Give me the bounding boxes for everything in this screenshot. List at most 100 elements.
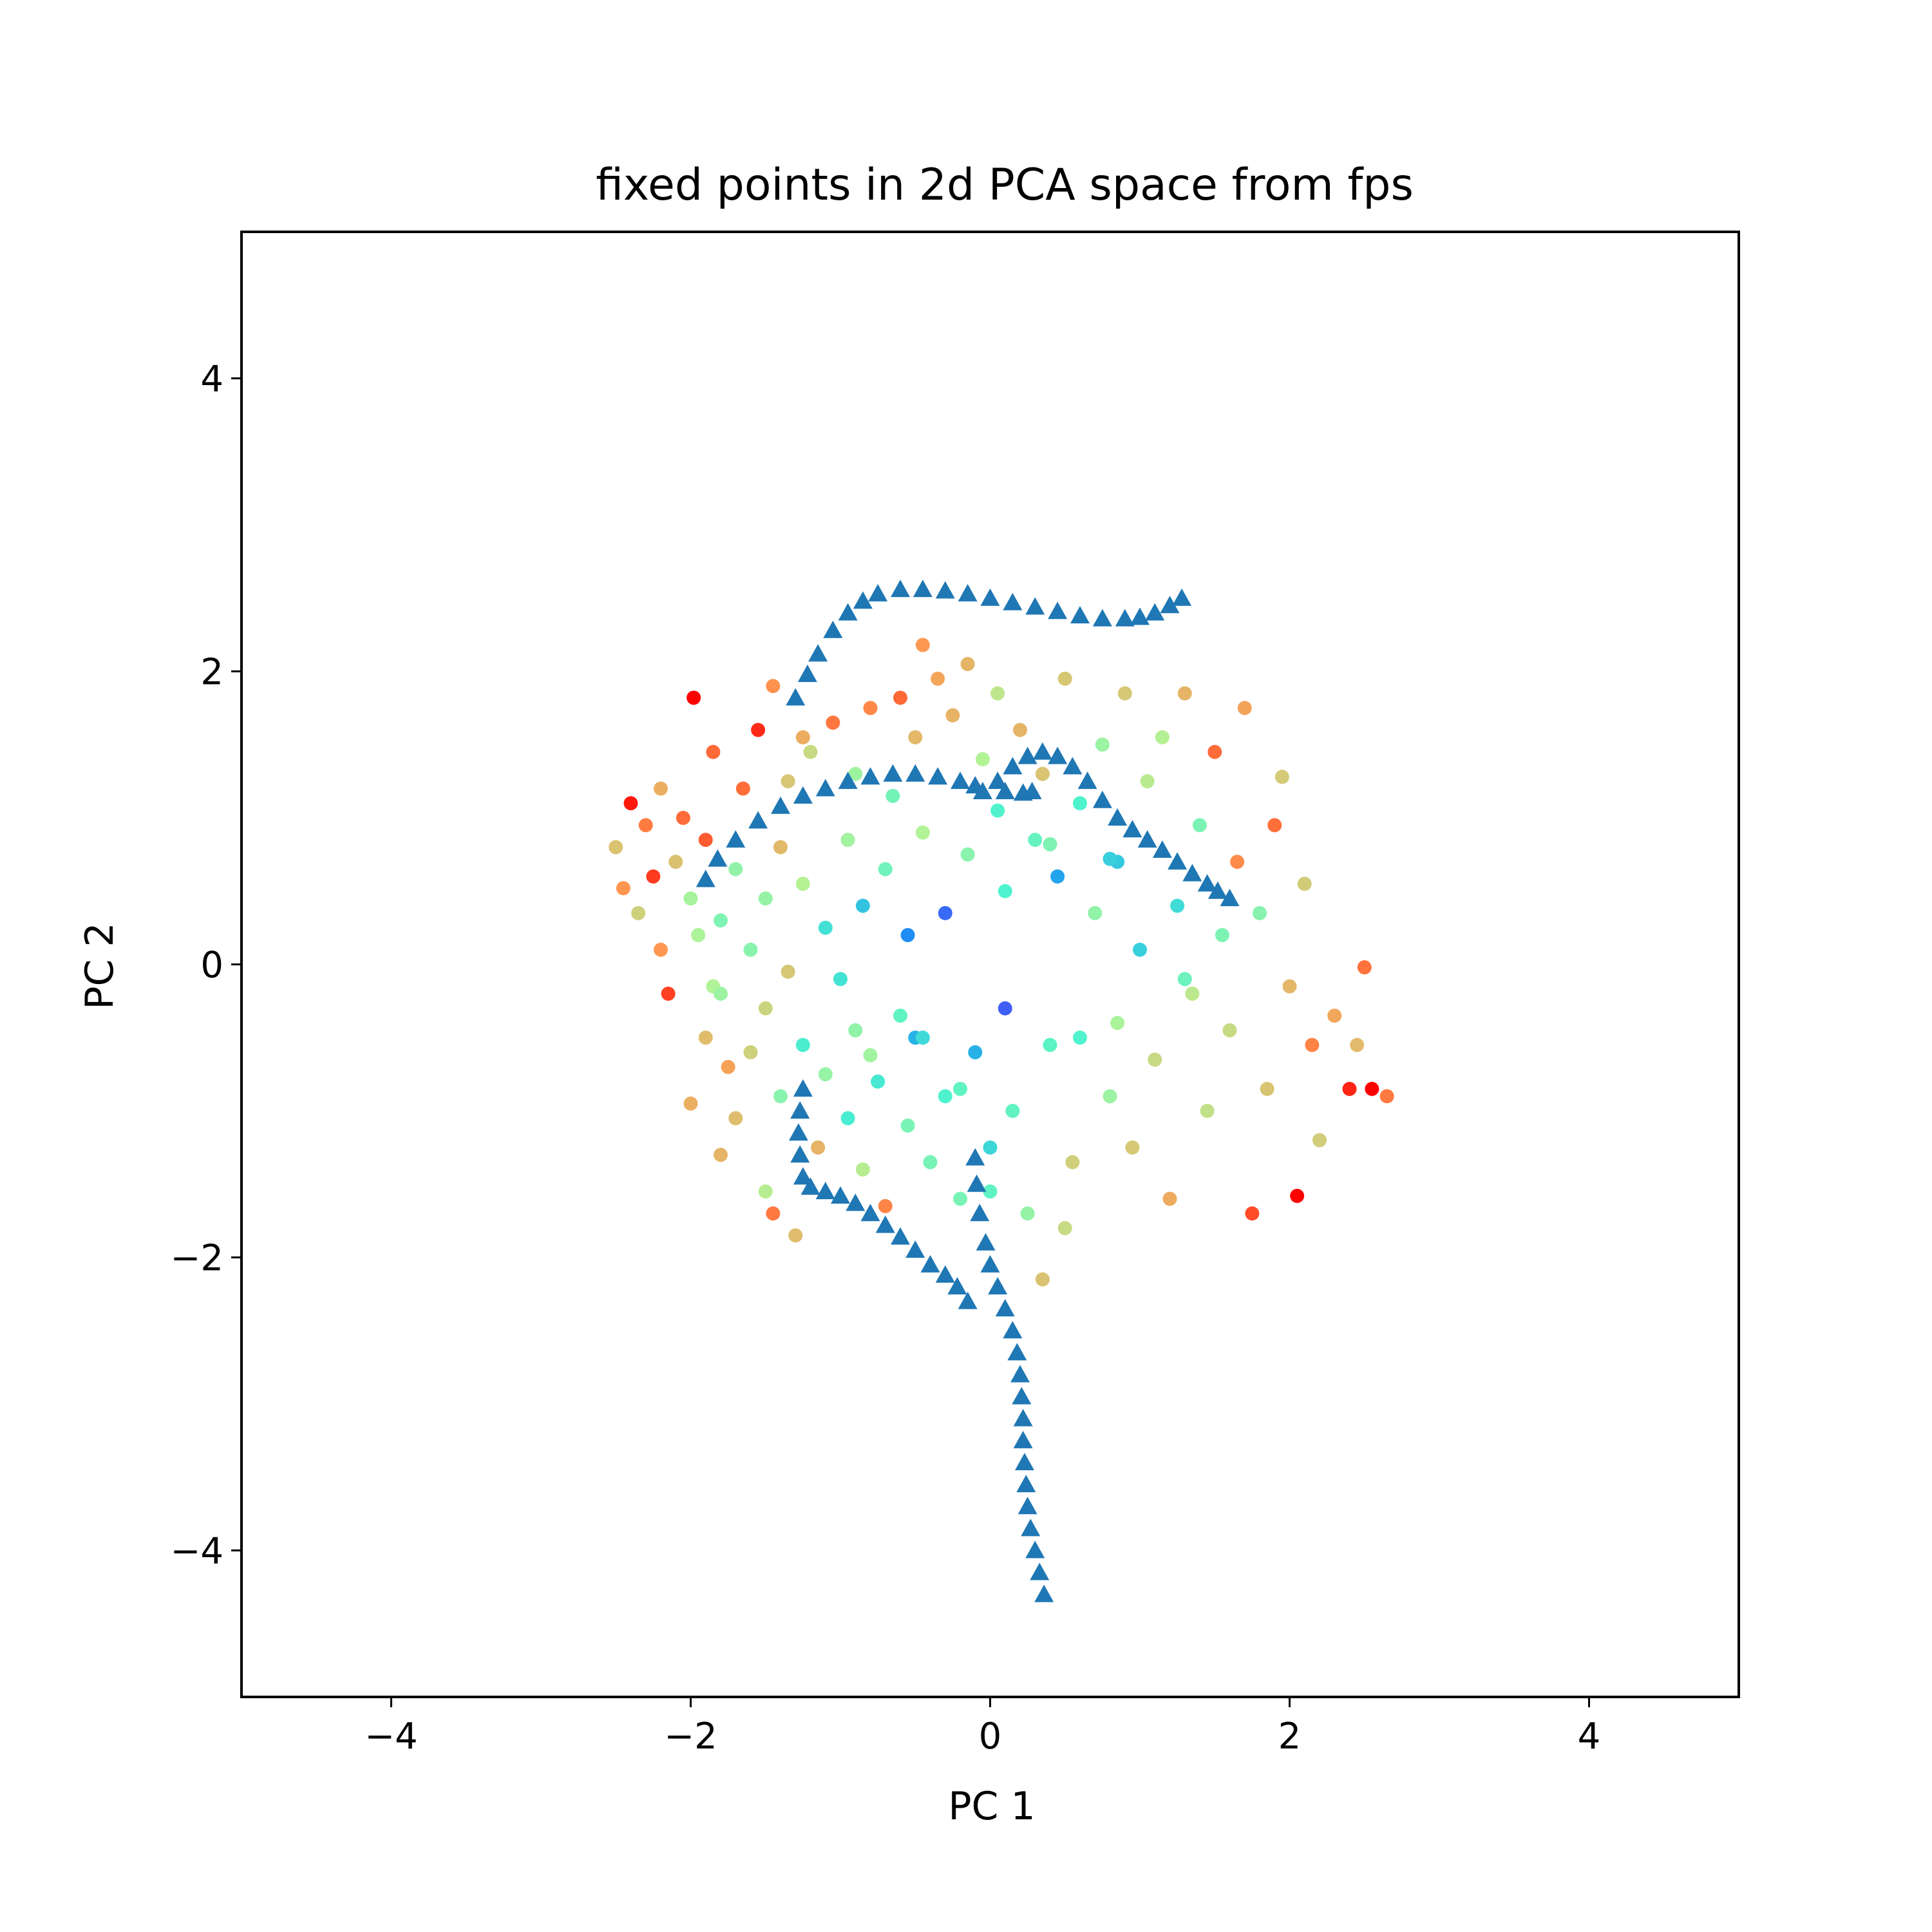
triangle-marker xyxy=(920,1255,940,1273)
scatter-point xyxy=(1185,987,1200,1001)
triangle-marker xyxy=(1208,881,1227,899)
triangle-marker xyxy=(951,772,970,790)
scatter-point xyxy=(623,796,638,811)
triangle-marker xyxy=(1007,1343,1027,1361)
scatter-point xyxy=(871,1074,886,1089)
triangle-marker xyxy=(891,580,910,598)
scatter-point xyxy=(1073,796,1087,811)
scatter-point xyxy=(893,690,907,705)
scatter-point xyxy=(1050,869,1065,884)
scatter-point xyxy=(1282,979,1297,994)
scatter-point xyxy=(1177,686,1192,701)
triangle-marker xyxy=(1197,874,1217,892)
scatter-point xyxy=(938,905,952,920)
scatter-point xyxy=(1297,876,1312,891)
scatter-point xyxy=(915,638,930,652)
x-axis-ticks: −4 −2 0 2 4 xyxy=(365,1697,1600,1757)
scatter-point xyxy=(1103,851,1117,866)
y-tick-label: 0 xyxy=(200,945,223,987)
triangle-marker xyxy=(1152,840,1172,858)
scatter-point xyxy=(878,1198,893,1213)
scatter-point xyxy=(743,1045,758,1059)
triangle-marker xyxy=(860,1204,880,1222)
scatter-point xyxy=(938,1089,952,1104)
scatter-point xyxy=(1245,1206,1260,1221)
scatter-point xyxy=(1005,1104,1020,1118)
scatter-point xyxy=(654,781,668,796)
scatter-point xyxy=(1065,1155,1080,1170)
triangle-marker xyxy=(1168,852,1188,870)
triangle-marker xyxy=(790,1101,810,1119)
scatter-point xyxy=(773,1089,788,1104)
triangle-marker xyxy=(1108,808,1128,826)
scatter-point xyxy=(818,1067,833,1082)
scatter-point xyxy=(1208,744,1222,759)
triangle-marker xyxy=(935,1265,955,1283)
scatter-point xyxy=(661,987,676,1001)
scatter-point xyxy=(773,840,788,855)
triangle-marker xyxy=(1022,782,1042,800)
scatter-point xyxy=(766,679,781,694)
scatter-point xyxy=(878,862,893,876)
scatter-point xyxy=(646,869,661,884)
scatter-point xyxy=(1305,1037,1320,1052)
scatter-point xyxy=(698,1030,713,1045)
scatter-point xyxy=(706,744,721,759)
triangle-marker xyxy=(860,767,880,785)
triangle-marker xyxy=(1018,1497,1037,1515)
triangle-marker xyxy=(972,782,992,800)
scatter-point xyxy=(1253,905,1267,920)
scatter-point xyxy=(960,847,975,862)
triangle-marker xyxy=(1013,1408,1033,1426)
scatter-point xyxy=(788,1228,803,1243)
scatter-point xyxy=(1035,1272,1050,1287)
scatter-point xyxy=(1020,1206,1035,1221)
scatter-point xyxy=(953,1191,967,1206)
scatter-point xyxy=(1170,898,1185,913)
triangle-marker xyxy=(748,811,768,829)
triangle-marker xyxy=(1025,1540,1045,1558)
triangle-marker xyxy=(815,779,835,797)
scatter-point xyxy=(863,1048,878,1063)
scatter-point xyxy=(840,833,855,848)
triangle-marker xyxy=(995,1299,1015,1317)
triangle-marker xyxy=(1010,1365,1030,1383)
scatter-point xyxy=(616,881,630,896)
triangle-marker xyxy=(905,764,925,782)
scatter-point xyxy=(1133,942,1147,957)
scatter-point xyxy=(1043,1037,1057,1052)
scatter-point xyxy=(915,825,930,840)
triangle-marker xyxy=(797,665,817,683)
scatter-point xyxy=(1274,770,1289,784)
scatter-point xyxy=(960,657,975,672)
triangle-marker xyxy=(935,581,955,599)
triangle-marker xyxy=(891,1227,910,1245)
scatter-point xyxy=(990,803,1005,818)
scatter-point xyxy=(1148,1052,1162,1067)
scatter-point xyxy=(983,1184,998,1199)
triangle-marker xyxy=(970,1204,990,1222)
scatter-point xyxy=(676,811,690,825)
scatter-point xyxy=(781,964,795,979)
triangle-marker xyxy=(1063,757,1083,775)
scatter-point xyxy=(998,884,1012,898)
scatter-point xyxy=(758,1184,773,1199)
triangle-marker xyxy=(815,1182,835,1200)
chart-title: fixed points in 2d PCA space from fps xyxy=(596,160,1414,211)
scatter-point xyxy=(855,898,870,913)
triangle-marker xyxy=(800,1177,820,1195)
scatter-point xyxy=(923,1155,938,1170)
triangle-marker xyxy=(1021,1519,1041,1537)
triangle-marker xyxy=(1032,742,1052,760)
scatter-point xyxy=(743,942,758,957)
triangle-marker xyxy=(831,1186,850,1204)
scatter-point xyxy=(1342,1081,1357,1096)
scatter-point xyxy=(1267,818,1282,833)
scatter-point xyxy=(990,686,1005,701)
scatter-point xyxy=(728,1111,743,1126)
triangle-marker xyxy=(1025,597,1045,615)
triangle-marker xyxy=(1122,820,1142,838)
triangle-marker xyxy=(771,796,790,814)
triangle-marker xyxy=(808,644,828,662)
